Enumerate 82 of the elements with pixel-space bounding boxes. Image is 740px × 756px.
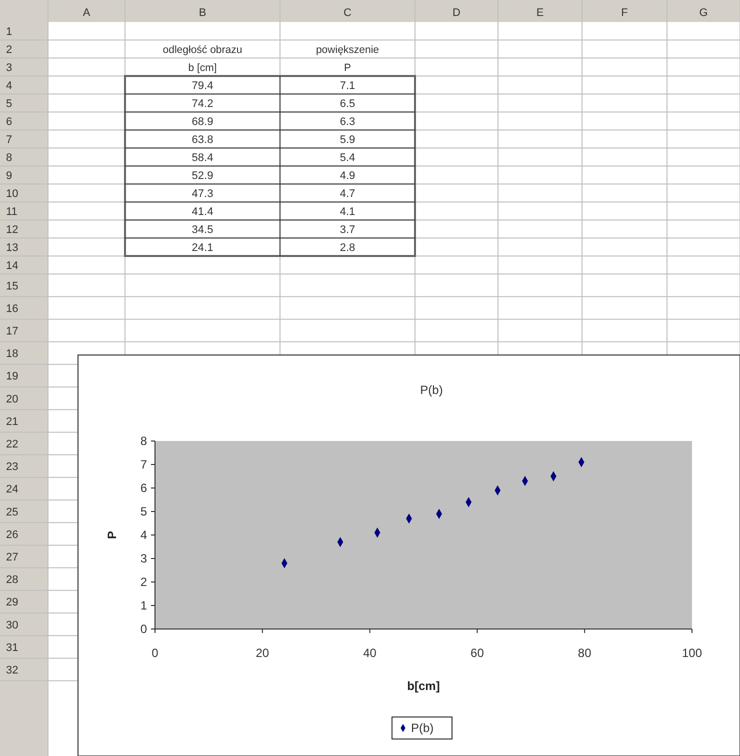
chart-title: P(b) — [420, 383, 443, 397]
text: 29 — [6, 596, 18, 609]
text: 34.5 — [192, 224, 214, 236]
text: 4.9 — [340, 170, 356, 182]
text: E — [536, 7, 544, 19]
text: 1 — [6, 26, 12, 38]
text: 9 — [6, 170, 12, 182]
x-tick-label: 100 — [682, 646, 702, 660]
text: B — [198, 7, 206, 19]
text: 16 — [6, 302, 18, 315]
text: 5.4 — [340, 152, 356, 164]
text: 17 — [6, 326, 18, 338]
text: 15 — [6, 280, 18, 292]
text: 58.4 — [192, 152, 214, 164]
text: 5.9 — [340, 134, 356, 146]
text: 11 — [6, 206, 18, 218]
text: P — [344, 62, 352, 74]
y-tick-label: 4 — [140, 528, 148, 542]
text: odległość obrazu — [162, 44, 242, 56]
x-tick-label: 80 — [578, 646, 592, 660]
x-axis-title: b[cm] — [407, 679, 440, 693]
text: 6 — [6, 116, 12, 128]
text: F — [621, 7, 628, 19]
y-tick-label: 6 — [140, 481, 148, 495]
text: 24.1 — [192, 242, 214, 254]
text: 6.5 — [340, 98, 356, 110]
y-tick-label: 1 — [140, 598, 148, 612]
text: 7 — [6, 134, 12, 146]
text: 23 — [6, 461, 18, 474]
text: 14 — [6, 260, 18, 272]
y-tick-label: 8 — [140, 434, 148, 448]
text: 4.1 — [340, 206, 356, 218]
text: 79.4 — [192, 80, 214, 92]
text: 32 — [6, 664, 18, 676]
text: 22 — [6, 438, 18, 450]
text: G — [699, 7, 708, 19]
text: 18 — [6, 348, 18, 360]
text: 13 — [6, 242, 18, 254]
text: 24 — [6, 484, 18, 496]
text: 31 — [6, 642, 18, 654]
y-tick-label: 0 — [140, 622, 148, 636]
x-tick-label: 60 — [470, 646, 484, 660]
text: 19 — [6, 370, 18, 383]
x-tick-label: 0 — [152, 646, 159, 660]
text: 68.9 — [192, 116, 214, 128]
text: 30 — [6, 619, 18, 632]
text: 27 — [6, 552, 18, 564]
y-tick-label: 3 — [140, 552, 148, 566]
text: 8 — [6, 152, 12, 164]
text: 4 — [6, 80, 12, 92]
y-tick-label: 7 — [140, 458, 148, 472]
text: 26 — [6, 528, 18, 541]
y-axis-title: P — [105, 530, 119, 540]
text: 2.8 — [340, 242, 356, 254]
text: C — [344, 7, 352, 19]
text: 41.4 — [192, 206, 214, 218]
text: 10 — [6, 188, 18, 200]
text: 5 — [6, 98, 12, 110]
text: A — [82, 7, 91, 19]
text: 7.1 — [340, 80, 356, 92]
text: 3 — [6, 62, 12, 74]
y-tick-label: 5 — [140, 504, 148, 518]
text: 20 — [6, 393, 18, 406]
text: 74.2 — [192, 98, 214, 110]
y-tick-label: 2 — [140, 575, 148, 589]
text: powiększenie — [316, 44, 380, 56]
text: 4.7 — [340, 188, 356, 200]
text: 6.3 — [340, 116, 356, 128]
text: 21 — [6, 416, 18, 428]
text: 3.7 — [340, 224, 356, 236]
x-tick-label: 40 — [363, 646, 377, 660]
text: b [cm] — [188, 62, 217, 74]
text: 12 — [6, 224, 18, 236]
text: 28 — [6, 574, 18, 586]
text: 2 — [6, 44, 12, 56]
text: D — [452, 7, 461, 19]
legend-label: P(b) — [411, 721, 434, 735]
text: 52.9 — [192, 170, 214, 182]
text: 63.8 — [192, 134, 214, 146]
text: 25 — [6, 506, 18, 518]
x-tick-label: 20 — [256, 646, 270, 660]
text: 47.3 — [192, 188, 214, 200]
